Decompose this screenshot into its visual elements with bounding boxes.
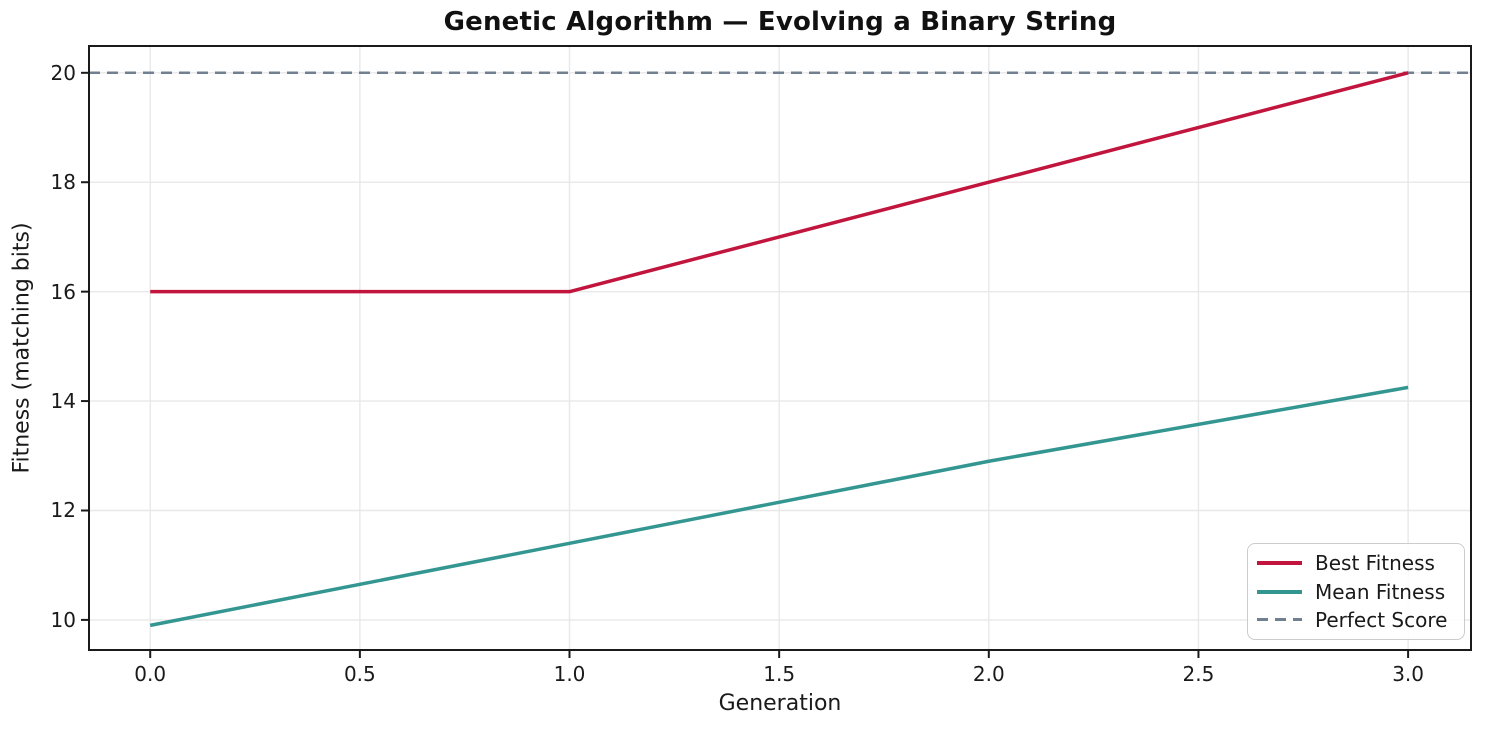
- series-line-best-fitness: [150, 71, 1409, 294]
- legend: Best Fitness Mean Fitness Perfect Score: [1247, 543, 1465, 640]
- x-tick-label: 1.0: [553, 662, 586, 686]
- x-axis-label: Generation: [718, 691, 842, 716]
- x-tick-label: 2.5: [1182, 662, 1215, 686]
- legend-line-sample-best: [1257, 561, 1302, 566]
- x-tick-label: 0.0: [134, 662, 167, 686]
- y-tick-label: 18: [50, 170, 76, 195]
- y-tick-label: 12: [50, 498, 76, 523]
- legend-label: Best Fitness: [1315, 551, 1435, 576]
- y-tick-label: 14: [50, 389, 76, 414]
- x-tick-label: 1.5: [763, 662, 796, 686]
- legend-line-sample-perfect: [1257, 618, 1302, 622]
- legend-line-sample-mean: [1257, 589, 1302, 594]
- legend-label: Mean Fitness: [1315, 579, 1446, 604]
- x-tick-label: 3.0: [1392, 662, 1424, 686]
- x-tick-label: 2.0: [972, 662, 1005, 686]
- legend-item: Best Fitness: [1257, 552, 1456, 574]
- chart-title: Genetic Algorithm — Evolving a Binary St…: [443, 7, 1117, 37]
- y-tick-label: 20: [50, 60, 76, 85]
- legend-label: Perfect Score: [1315, 607, 1448, 632]
- x-tick-label: 0.5: [343, 662, 376, 686]
- series-line-mean-fitness: [149, 385, 1409, 628]
- legend-item: Mean Fitness: [1257, 581, 1456, 603]
- legend-item: Perfect Score: [1257, 609, 1456, 631]
- y-tick-label: 16: [50, 279, 76, 304]
- y-tick-label: 10: [50, 607, 76, 632]
